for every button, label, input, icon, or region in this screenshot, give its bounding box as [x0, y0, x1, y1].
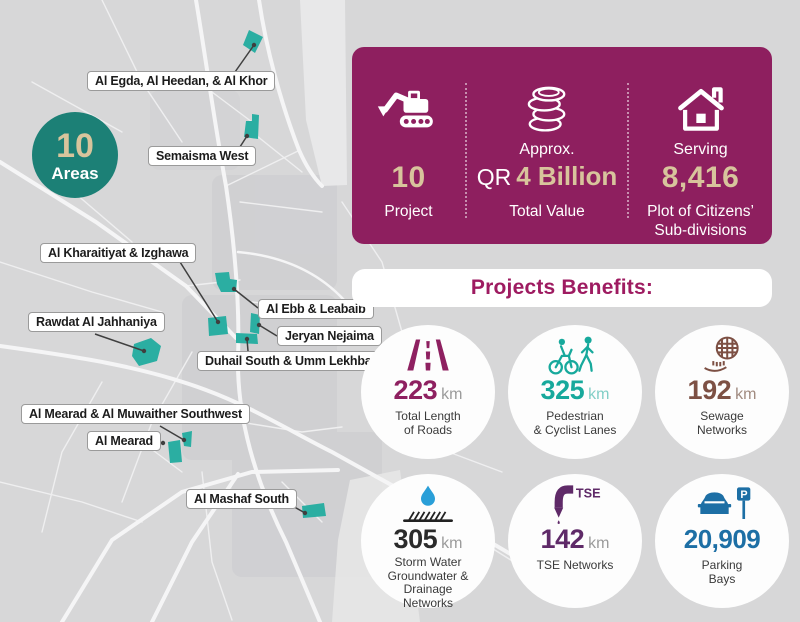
map-label-mearad-muwaither: Al Mearad & Al Muwaither Southwest [21, 404, 250, 424]
benefit-tse: TSE 142 km TSE Networks [508, 474, 642, 608]
map-label-jeryan: Jeryan Nejaima [277, 326, 382, 346]
projects-stat: 10 Project [352, 47, 465, 244]
benefit-roads: 223 km Total Length of Roads [361, 325, 495, 459]
areas-count: 10 [56, 126, 94, 165]
total-value-label: Total Value [509, 203, 585, 220]
area-marker [168, 440, 182, 463]
roads-label: Total Length of Roads [395, 409, 461, 437]
benefits-title: Projects Benefits: [470, 276, 654, 299]
map-label-semaisma-west: Semaisma West [148, 146, 257, 166]
panel-divider [465, 83, 467, 218]
benefit-parking: P 20,909 Parking Bays [655, 474, 789, 608]
total-value-stat: Approx. QR 4 Billion Total Value [467, 47, 627, 244]
lanes-value: 325 [540, 375, 585, 405]
projects-label: Project [384, 203, 433, 220]
map-label-al-mashaf: Al Mashaf South [186, 489, 297, 509]
lanes-label: Pedestrian & Cyclist Lanes [533, 409, 617, 437]
parking-icon: P [697, 487, 751, 519]
area-marker [250, 313, 260, 334]
tse-value: 142 [540, 524, 585, 554]
project-summary-panel: 10 Project Approx. QR 4 Billion Total Va… [352, 47, 772, 244]
roads-value: 223 [393, 375, 438, 405]
sewage-value: 192 [687, 375, 732, 405]
roads-unit: km [441, 386, 463, 403]
pedestrian-cyclist-icon [548, 336, 594, 375]
area-marker [132, 338, 161, 366]
parking-label: Parking Bays [701, 558, 743, 586]
benefit-sewage: 192 km Sewage Networks [655, 325, 789, 459]
serving-prefix: Serving [673, 141, 728, 158]
sewage-icon [704, 336, 739, 372]
panel-divider [627, 83, 629, 218]
area-marker [215, 272, 237, 292]
areas-count-badge: 10 Areas [32, 112, 118, 198]
sewage-label: Sewage Networks [696, 409, 747, 437]
areas-word: Areas [51, 163, 99, 183]
serving-label: Plot of Citizens’ Sub-divisions [647, 203, 754, 239]
storm-value: 305 [393, 524, 438, 554]
total-value-amount: 4 Billion [516, 161, 618, 191]
sewage-unit: km [735, 386, 757, 403]
map-label-al-egda: Al Egda, Al Heedan, & Al Khor [87, 71, 276, 91]
area-marker [243, 30, 263, 53]
map-label-al-mearad: Al Mearad [87, 431, 161, 451]
map-label-al-ebb: Al Ebb & Leabaib [258, 299, 374, 319]
leader-dots [141, 42, 308, 516]
storm-water-icon [403, 485, 453, 522]
road-icon [407, 339, 449, 371]
area-marker [182, 431, 192, 447]
serving-stat: Serving 8,416 Plot of Citizens’ Sub-divi… [629, 47, 772, 244]
benefits-title-pill: Projects Benefits: [352, 269, 772, 307]
benefit-pedestrian-cyclist: 325 km Pedestrian & Cyclist Lanes [508, 325, 642, 459]
approx-label: Approx. [519, 141, 575, 158]
project-area-markers [132, 30, 326, 518]
area-marker [302, 503, 326, 518]
map-label-duhail: Duhail South & Umm Lekhba [197, 351, 380, 371]
serving-count: 8,416 [661, 161, 740, 194]
tse-unit: km [588, 535, 610, 552]
currency-code: QR [476, 164, 512, 190]
storm-label: Storm Water Groundwater & Drainage Netwo… [387, 555, 469, 611]
area-marker [244, 114, 259, 139]
excavator-icon [377, 90, 433, 128]
map-label-rawdat: Rawdat Al Jahhaniya [28, 312, 165, 332]
projects-count: 10 [391, 161, 426, 194]
tse-label: TSE Networks [536, 558, 614, 572]
coins-icon [527, 86, 566, 132]
tse-icon-text: TSE [576, 487, 601, 501]
benefit-storm-water: 305 km Storm Water Groundwater & Drainag… [361, 474, 495, 611]
parking-value: 20,909 [683, 524, 761, 554]
house-icon [677, 87, 724, 131]
storm-unit: km [441, 535, 463, 552]
tse-icon: TSE [554, 485, 601, 524]
area-marker [208, 316, 228, 336]
parking-icon-text: P [740, 489, 747, 501]
map-label-al-kharaitiyat: Al Kharaitiyat & Izghawa [40, 243, 197, 263]
lanes-unit: km [588, 386, 610, 403]
